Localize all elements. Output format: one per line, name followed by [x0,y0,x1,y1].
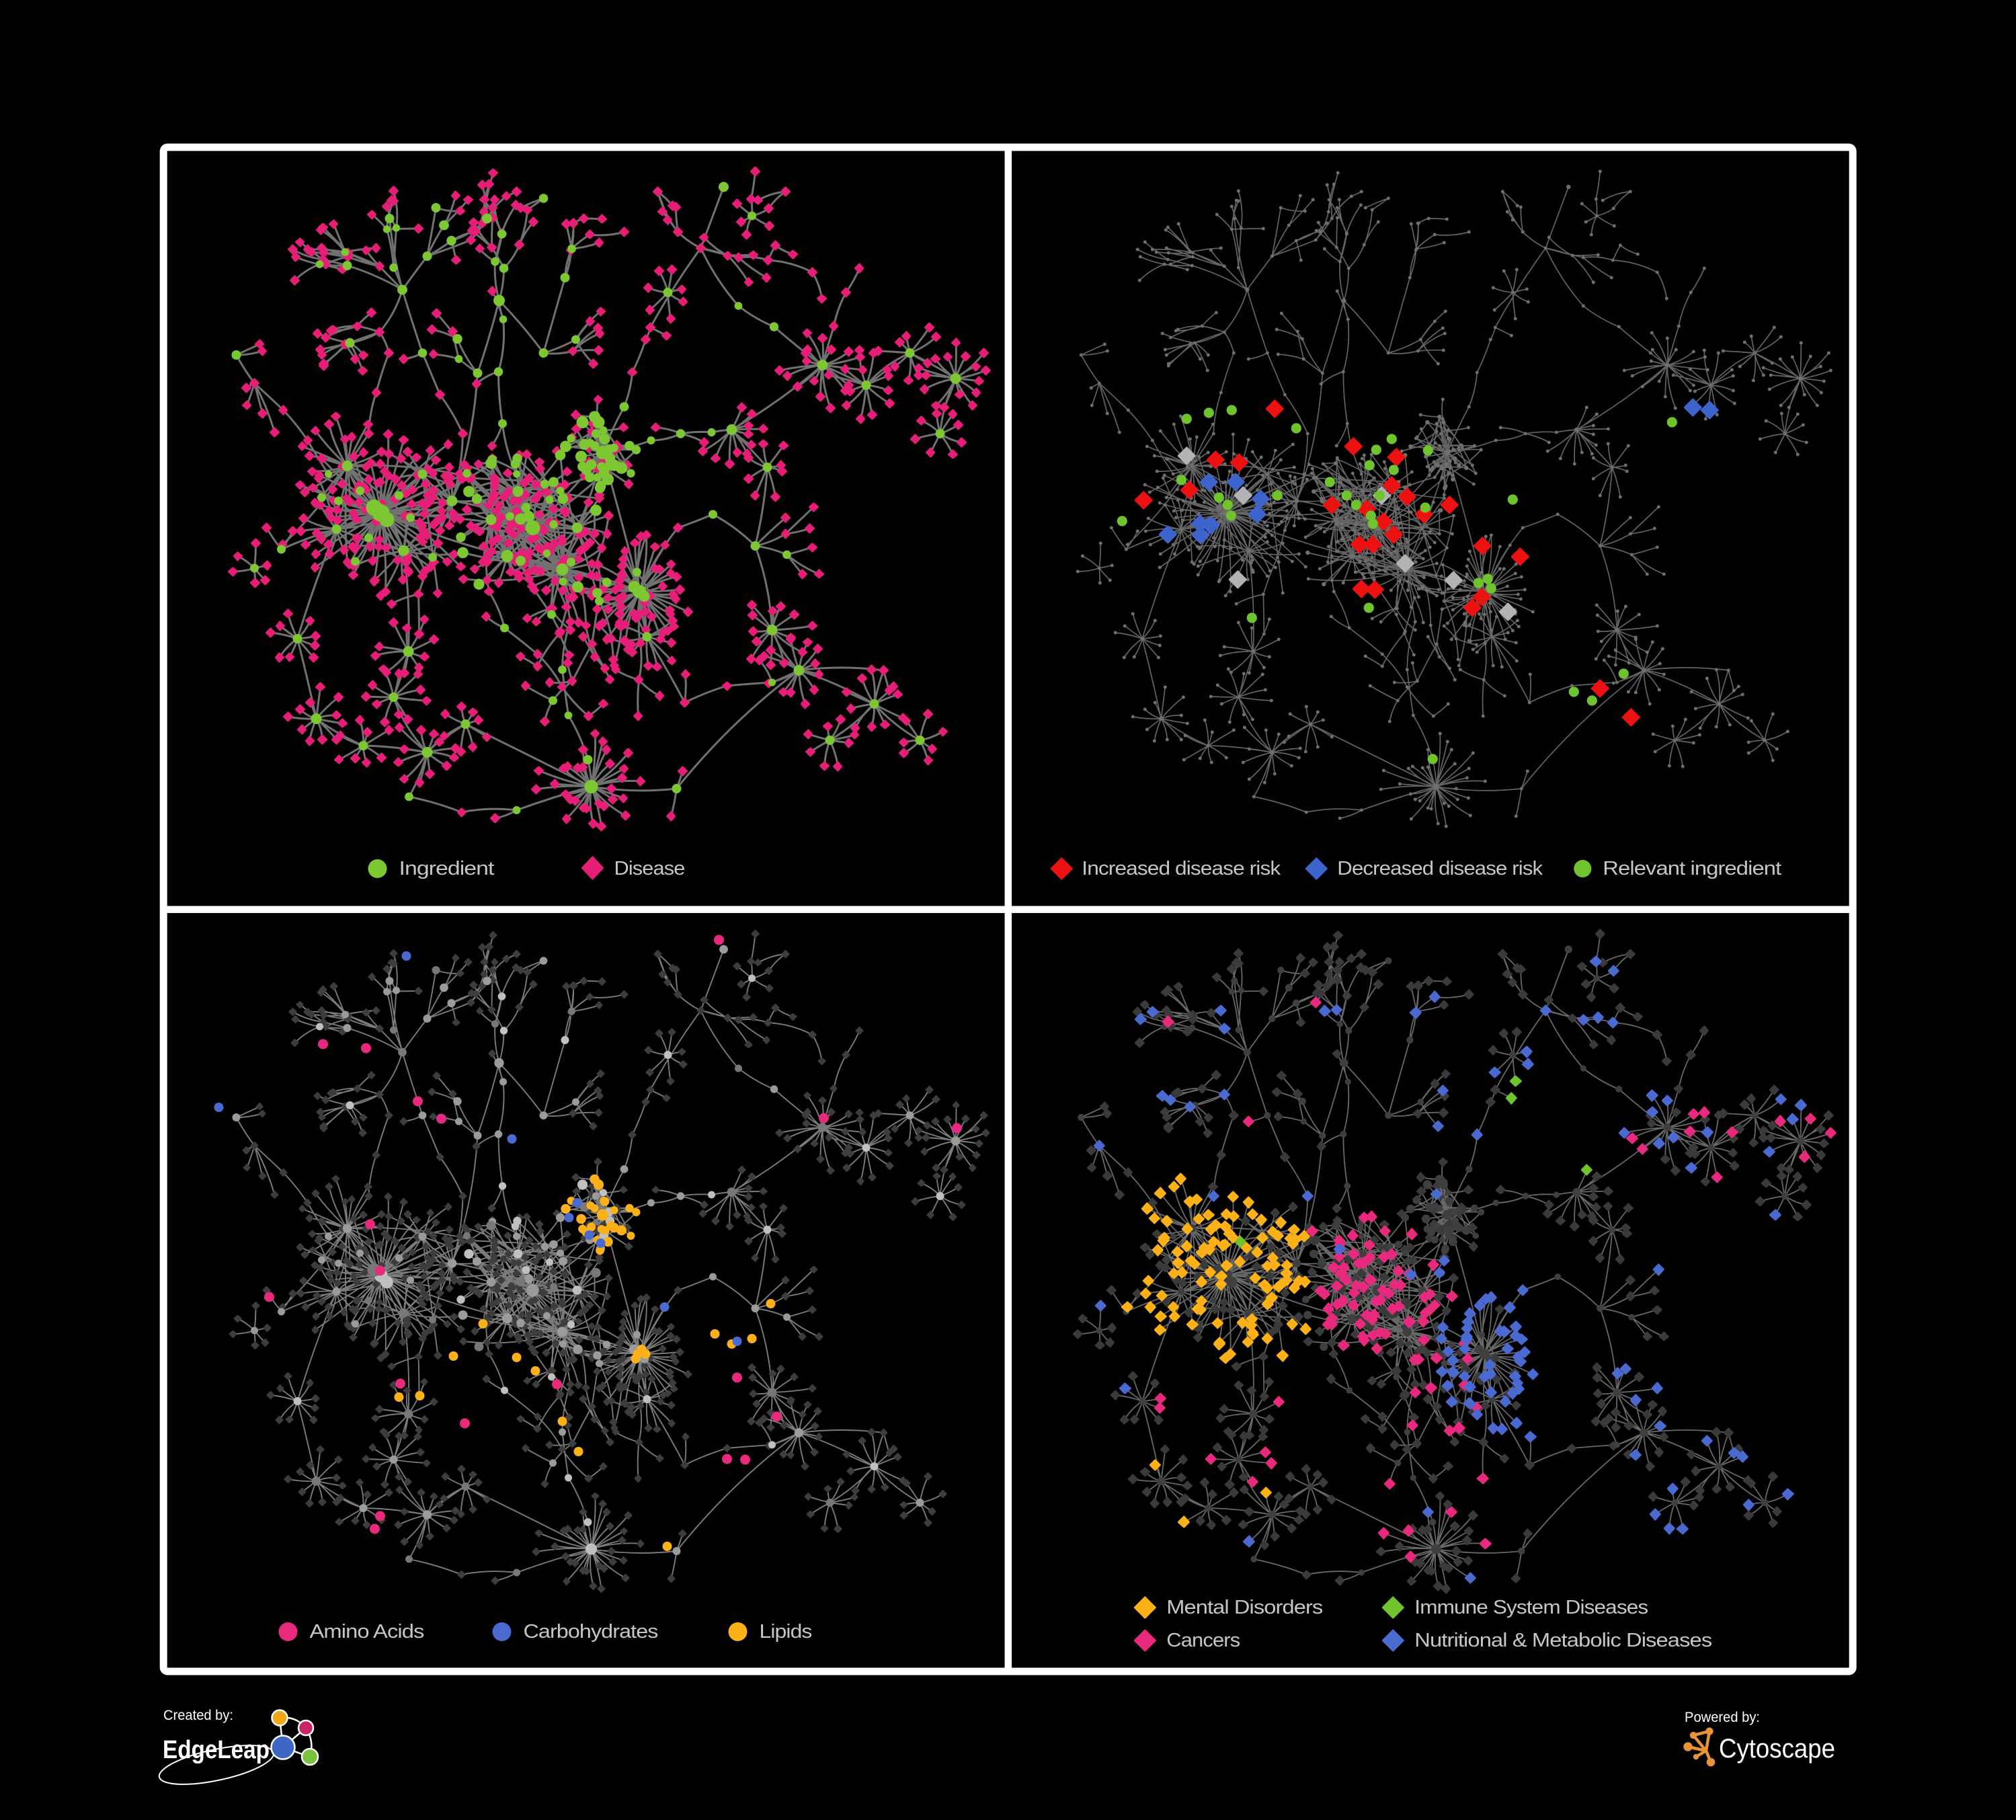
svg-text:Cytoscape: Cytoscape [1719,1734,1835,1764]
svg-text:Increased disease risk: Increased disease risk [1082,858,1281,879]
svg-text:Lipids: Lipids [760,1621,812,1643]
svg-text:Immune System Diseases: Immune System Diseases [1414,1597,1648,1618]
svg-text:Relevant ingredient: Relevant ingredient [1603,858,1781,879]
svg-text:Ingredient: Ingredient [399,858,495,879]
svg-text:Decreased disease risk: Decreased disease risk [1337,858,1543,879]
svg-text:Nutritional & Metabolic Diseas: Nutritional & Metabolic Diseases [1414,1630,1711,1651]
svg-text:Cancers: Cancers [1166,1630,1240,1651]
svg-text:Created by:: Created by: [163,1708,233,1723]
svg-text:Amino Acids: Amino Acids [310,1621,424,1643]
svg-text:EdgeLeap: EdgeLeap [163,1736,270,1764]
svg-text:Carbohydrates: Carbohydrates [524,1621,658,1643]
svg-text:Powered by:: Powered by: [1685,1710,1760,1725]
svg-text:Disease: Disease [614,858,685,879]
svg-text:Mental Disorders: Mental Disorders [1166,1597,1322,1618]
